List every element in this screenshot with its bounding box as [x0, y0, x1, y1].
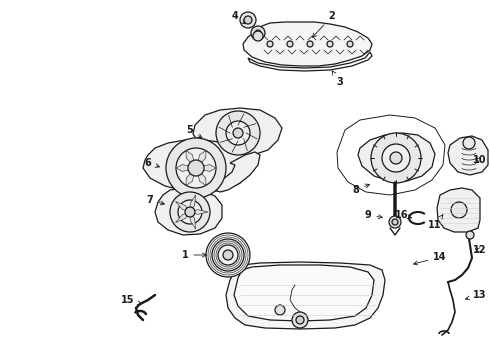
- Circle shape: [390, 152, 402, 164]
- Polygon shape: [196, 151, 206, 168]
- Text: 14: 14: [414, 252, 447, 265]
- Circle shape: [292, 312, 308, 328]
- Polygon shape: [215, 152, 260, 192]
- Circle shape: [347, 41, 353, 47]
- Polygon shape: [196, 168, 206, 185]
- Text: 5: 5: [187, 125, 202, 138]
- Text: 12: 12: [473, 245, 487, 255]
- Circle shape: [296, 316, 304, 324]
- Circle shape: [216, 111, 260, 155]
- Circle shape: [223, 250, 233, 260]
- Circle shape: [226, 121, 250, 145]
- Polygon shape: [437, 188, 480, 232]
- Circle shape: [212, 239, 244, 271]
- Text: 1: 1: [182, 250, 206, 260]
- Text: 3: 3: [332, 71, 343, 87]
- Polygon shape: [175, 201, 190, 212]
- Text: 9: 9: [365, 210, 382, 220]
- Polygon shape: [190, 212, 196, 229]
- Polygon shape: [186, 168, 196, 185]
- Polygon shape: [196, 165, 216, 171]
- Circle shape: [240, 12, 256, 28]
- Circle shape: [244, 16, 252, 24]
- Circle shape: [185, 207, 195, 217]
- Circle shape: [233, 128, 243, 138]
- Circle shape: [463, 137, 475, 149]
- Circle shape: [275, 305, 285, 315]
- Circle shape: [392, 219, 398, 225]
- Text: 11: 11: [428, 215, 443, 230]
- Circle shape: [206, 233, 250, 277]
- Polygon shape: [358, 133, 435, 181]
- Text: 15: 15: [121, 295, 142, 305]
- Text: 7: 7: [147, 195, 165, 205]
- Text: 13: 13: [466, 290, 487, 300]
- Polygon shape: [248, 52, 372, 71]
- Polygon shape: [155, 188, 222, 235]
- Circle shape: [327, 41, 333, 47]
- Text: 6: 6: [145, 158, 159, 168]
- Polygon shape: [234, 265, 374, 321]
- Text: 10: 10: [473, 155, 487, 165]
- Circle shape: [218, 245, 238, 265]
- Circle shape: [253, 31, 263, 41]
- Circle shape: [267, 41, 273, 47]
- Circle shape: [166, 138, 226, 198]
- Circle shape: [451, 202, 467, 218]
- Circle shape: [170, 192, 210, 232]
- Polygon shape: [190, 195, 196, 212]
- Polygon shape: [193, 108, 282, 157]
- Circle shape: [255, 30, 261, 36]
- Polygon shape: [243, 22, 372, 66]
- Polygon shape: [448, 136, 488, 175]
- Circle shape: [176, 148, 216, 188]
- Circle shape: [389, 216, 401, 228]
- Text: 2: 2: [313, 11, 335, 37]
- Circle shape: [287, 41, 293, 47]
- Circle shape: [251, 26, 265, 40]
- Polygon shape: [226, 262, 385, 329]
- Polygon shape: [143, 140, 248, 192]
- Text: 4: 4: [232, 11, 245, 24]
- Circle shape: [371, 133, 421, 183]
- Circle shape: [178, 200, 202, 224]
- Polygon shape: [175, 212, 190, 222]
- Polygon shape: [190, 210, 208, 214]
- Circle shape: [382, 144, 410, 172]
- Circle shape: [466, 231, 474, 239]
- Polygon shape: [186, 151, 196, 168]
- Text: 16: 16: [395, 210, 412, 220]
- Circle shape: [188, 160, 204, 176]
- Text: 8: 8: [353, 184, 369, 195]
- Polygon shape: [176, 165, 196, 171]
- Circle shape: [307, 41, 313, 47]
